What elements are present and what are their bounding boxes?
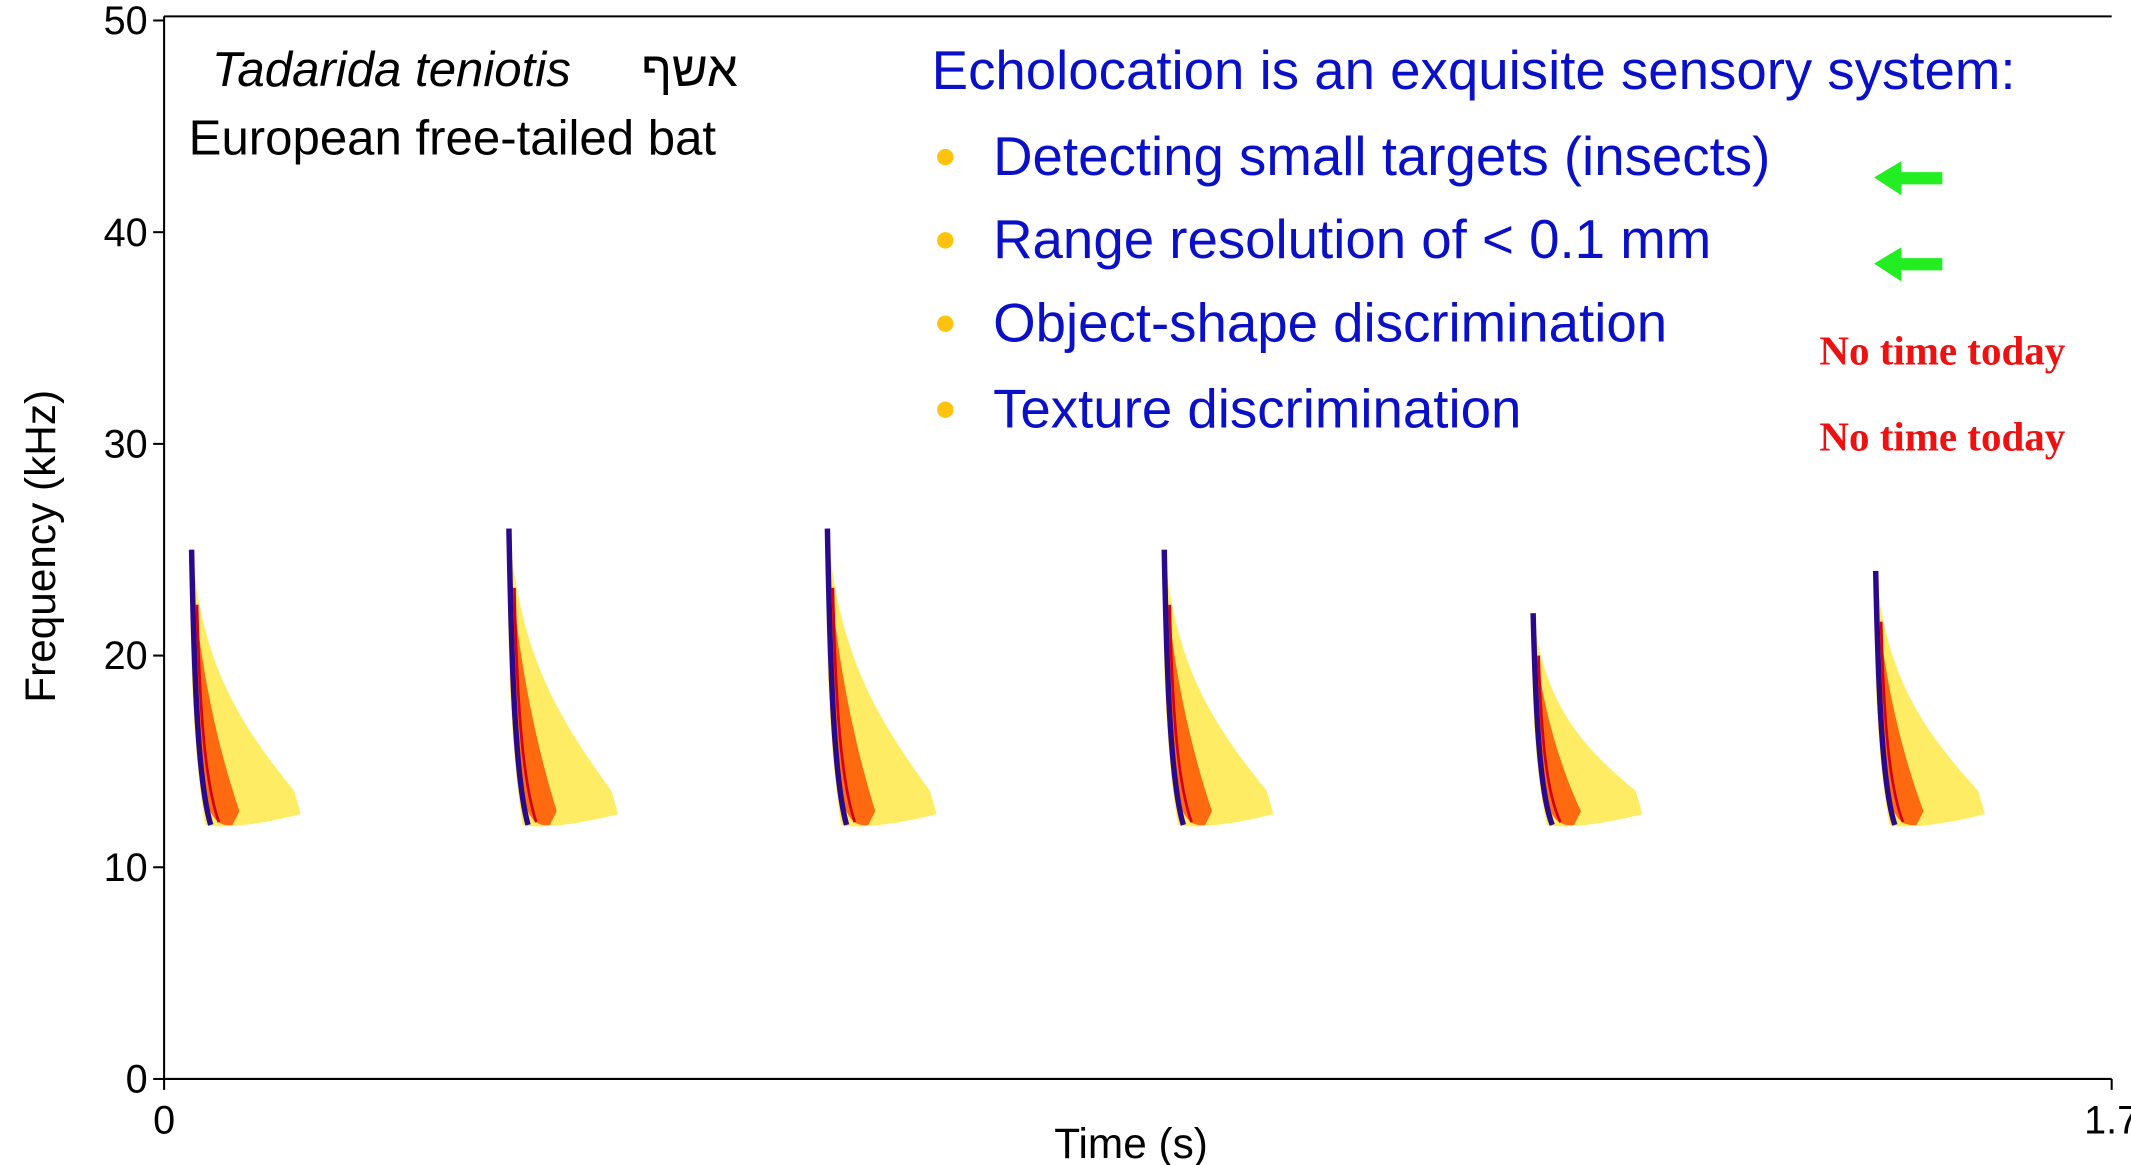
x-tick-label: 0 xyxy=(153,1099,175,1143)
call-core xyxy=(188,549,214,826)
y-tick-label: 0 xyxy=(126,1058,148,1102)
bullet: Object-shape discrimination xyxy=(993,292,1667,353)
call-core xyxy=(1872,570,1898,826)
call-core xyxy=(506,528,531,826)
call-core xyxy=(1161,549,1186,826)
call-edge xyxy=(513,587,538,823)
x-axis-label: Time (s) xyxy=(1054,1120,1208,1165)
heading: Echolocation is an exquisite sensory sys… xyxy=(932,40,2016,101)
call-edge xyxy=(195,604,221,823)
x-tick-label: 1.7 xyxy=(2084,1099,2131,1143)
arrows xyxy=(1874,161,1943,282)
bullet-dot xyxy=(937,315,954,332)
call-body xyxy=(1875,584,1924,826)
call-edge xyxy=(1168,604,1193,823)
call-edge xyxy=(1879,621,1905,823)
common-name: European free-tailed bat xyxy=(189,110,717,165)
y-axis-label: Frequency (kHz) xyxy=(17,390,64,703)
y-tick-label: 30 xyxy=(104,423,148,467)
bullet-dot xyxy=(937,148,954,166)
bullet: Detecting small targets (insects) xyxy=(993,126,1770,187)
call-body xyxy=(1533,626,1581,826)
hebrew-name: אשף xyxy=(641,42,738,97)
species-name: Tadarida teniotis xyxy=(212,42,571,97)
bullet: Texture discrimination xyxy=(993,378,1521,439)
call-edge xyxy=(1537,655,1562,823)
y-tick-label: 50 xyxy=(104,0,148,43)
call-core xyxy=(824,528,850,826)
bullet: Range resolution of < 0.1 mm xyxy=(993,209,1711,270)
call-edge xyxy=(831,587,857,823)
y-tick-label: 40 xyxy=(104,211,148,255)
call-body xyxy=(508,542,557,826)
bullet-dot xyxy=(937,232,954,249)
call-body xyxy=(1164,563,1213,826)
y-tick-label: 20 xyxy=(104,634,148,678)
call-body xyxy=(191,563,240,826)
call-body xyxy=(827,542,876,826)
note: No time today xyxy=(1819,328,2065,374)
call-core xyxy=(1530,613,1555,826)
arrow xyxy=(1874,247,1943,282)
y-tick-label: 10 xyxy=(104,846,148,890)
bullet-dot xyxy=(937,401,954,418)
note: No time today xyxy=(1819,414,2065,460)
arrow xyxy=(1874,161,1943,196)
